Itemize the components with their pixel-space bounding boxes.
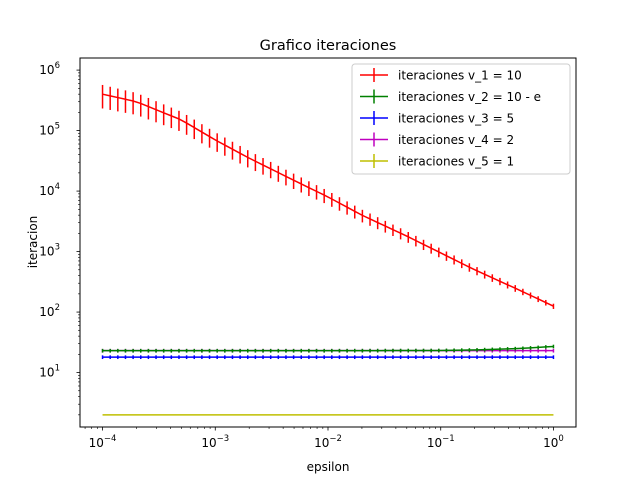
legend-label: iteraciones v_3 = 5	[398, 112, 514, 126]
legend-label: iteraciones v_4 = 2	[398, 133, 514, 147]
legend-item: iteraciones v_3 = 5	[360, 111, 514, 126]
x-tick-label: 10−4	[89, 434, 117, 450]
y-tick-label: 102	[39, 303, 60, 319]
y-tick-label: 103	[39, 243, 60, 259]
legend: iteraciones v_1 = 10 iteraciones v_2 = 10…	[351, 63, 571, 175]
legend-item: iteraciones v_2 = 10 - e	[360, 89, 541, 104]
x-axis-label: epsilon	[307, 460, 350, 474]
y-tick-label: 101	[39, 364, 60, 380]
x-tick-label: 10−2	[314, 434, 342, 450]
chart-title: Grafico iteraciones	[260, 38, 397, 54]
legend-item: iteraciones v_1 = 10	[360, 68, 522, 83]
x-tick-label: 10−3	[201, 434, 229, 450]
x-tick-label: 100	[543, 434, 564, 450]
y-tick-label: 106	[39, 61, 60, 77]
series-1	[101, 84, 555, 309]
x-tick-label: 10−1	[427, 434, 455, 450]
series-line	[102, 93, 554, 307]
legend-item: iteraciones v_5 = 1	[360, 154, 514, 169]
series-line	[102, 345, 554, 352]
x-axis-ticks: 10−4 10−3 10−2 10−1 100	[84, 427, 564, 450]
y-tick-label: 104	[39, 182, 60, 198]
series-3	[101, 355, 555, 360]
y-axis-label: iteracion	[26, 216, 40, 269]
series-layer	[101, 84, 555, 416]
series-2	[101, 344, 555, 353]
legend-label: iteraciones v_1 = 10	[398, 69, 522, 83]
legend-label: iteraciones v_2 = 10 - e	[398, 90, 541, 104]
legend-box	[351, 63, 571, 175]
y-axis-ticks: 101 102 103 104 105 106	[39, 61, 80, 416]
y-tick-label: 105	[39, 122, 60, 138]
legend-item: iteraciones v_4 = 2	[360, 132, 514, 147]
legend-label: iteraciones v_5 = 1	[398, 155, 514, 169]
